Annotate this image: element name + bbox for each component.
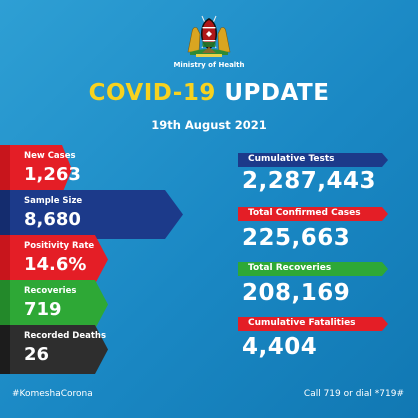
cumulative-fatalities-bar: Cumulative Fatalities: [238, 317, 388, 331]
cumulative-tests-value: 2,287,443: [242, 168, 376, 194]
positivity-rate-value: 14.6%: [24, 254, 87, 275]
arrow-tab-icon: [0, 235, 108, 284]
page-title: COVID-19 UPDATE: [0, 80, 418, 106]
call-info: Call 719 or dial *719#: [303, 389, 404, 399]
coat-of-arms-icon: [184, 12, 234, 58]
cumulative-tests-bar: Cumulative Tests: [238, 153, 388, 167]
arrow-tab-icon: [0, 280, 108, 329]
sample-size-label: Sample Size: [24, 196, 83, 206]
arrow-tab-icon: [0, 190, 183, 239]
positivity-rate-label: Positivity Rate: [24, 241, 95, 251]
recorded-deaths-label: Recorded Deaths: [24, 331, 107, 341]
hashtag: #KomeshaCorona: [12, 389, 93, 399]
sample-size-value: 8,680: [24, 209, 81, 230]
title-update: UPDATE: [224, 80, 330, 106]
total-confirmed-value: 225,663: [242, 225, 351, 251]
total-confirmed-bar: Total Confirmed Cases: [238, 207, 388, 221]
total-confirmed-label: Total Confirmed Cases: [248, 208, 361, 218]
total-recoveries-label: Total Recoveries: [248, 263, 332, 273]
cumulative-fatalities-label: Cumulative Fatalities: [248, 318, 356, 328]
new-cases-label: New Cases: [24, 151, 76, 161]
new-cases-value: 1,263: [24, 164, 81, 185]
total-recoveries-value: 208,169: [242, 280, 351, 306]
recorded-deaths-value: 26: [24, 344, 50, 365]
arrow-tab-icon: [0, 325, 108, 374]
title-covid: COVID-19: [88, 80, 216, 106]
recoveries-value: 719: [24, 299, 62, 320]
ministry-name: Ministry of Health: [173, 61, 245, 69]
total-recoveries-bar: Total Recoveries: [238, 262, 388, 276]
report-date: 19th August 2021: [151, 118, 267, 132]
cumulative-fatalities-value: 4,404: [242, 334, 318, 360]
arrow-tab-icon: [0, 145, 72, 194]
cumulative-tests-label: Cumulative Tests: [248, 154, 335, 164]
recoveries-label: Recoveries: [24, 286, 77, 296]
